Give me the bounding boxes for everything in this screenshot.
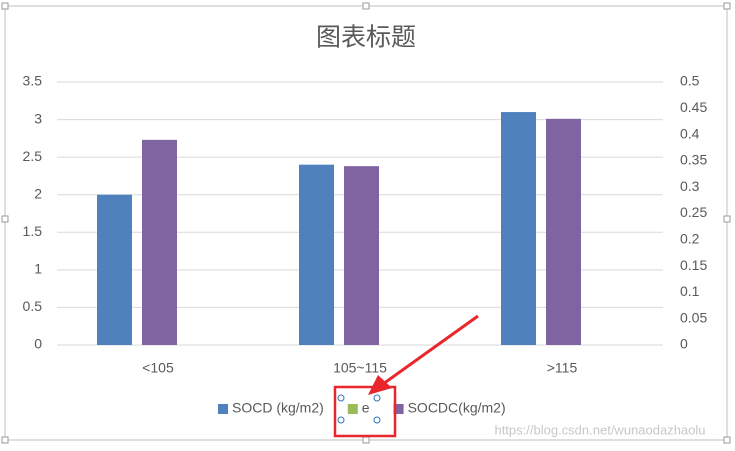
y2-tick-label: 0.25 [680, 204, 707, 220]
bar [501, 112, 536, 345]
y2-tick-label: 0.2 [680, 231, 700, 247]
chart-title: 图表标题 [316, 24, 416, 52]
y-tick-label: 2.5 [23, 148, 43, 164]
arrow-shaft [382, 314, 479, 386]
watermark: https://blog.csdn.net/wunaodazhaolu [494, 422, 705, 437]
legend-swatch [393, 404, 404, 414]
y2-tick-label: 0.1 [680, 283, 700, 299]
y2-tick-label: 0.45 [680, 99, 707, 115]
y-tick-label: 3.5 [23, 73, 43, 89]
y-tick-label: 1 [34, 261, 42, 277]
x-tick-label: >115 [547, 360, 578, 376]
y2-tick-label: 0.3 [680, 178, 700, 194]
x-tick-label: 105~115 [333, 360, 387, 376]
legend-swatch [347, 404, 358, 414]
y-tick-label: 3 [34, 110, 42, 126]
y-tick-label: 0 [34, 336, 42, 352]
bar [546, 118, 581, 345]
legend[interactable]: SOCD (kg/m2) e SOCDC(kg/m2) [218, 400, 506, 416]
legend-label: e [362, 400, 370, 416]
y-tick-label: 1.5 [23, 223, 43, 239]
y2-tick-label: 0.35 [680, 152, 707, 168]
y2-tick-label: 0.4 [680, 125, 700, 141]
x-tick-label: <105 [142, 360, 174, 376]
legend-label: SOCD (kg/m2) [232, 400, 324, 416]
bar [97, 194, 132, 345]
legend-swatch [218, 404, 228, 414]
bar [142, 139, 177, 345]
arrow-head [368, 375, 392, 395]
plot-area: 0 0.5 1 1.5 2 2.5 3 3.5 0 0.05 0.1 0.15 0.2 0.25 0.3 0.… [23, 73, 708, 376]
legend-label: SOCDC(kg/m2) [408, 400, 506, 416]
y2-tick-label: 0.15 [680, 257, 707, 273]
y-tick-label: 2 [34, 185, 42, 201]
bar [299, 164, 334, 345]
highlight-box [333, 385, 397, 438]
y2-tick-label: 0.05 [680, 309, 707, 325]
selection-handles [1, 2, 731, 444]
y2-tick-label: 0 [680, 336, 688, 352]
legend-entry-handles [337, 394, 381, 424]
y2-tick-label: 0.5 [680, 73, 700, 89]
bar [344, 166, 379, 345]
y-tick-label: 0.5 [23, 298, 43, 314]
